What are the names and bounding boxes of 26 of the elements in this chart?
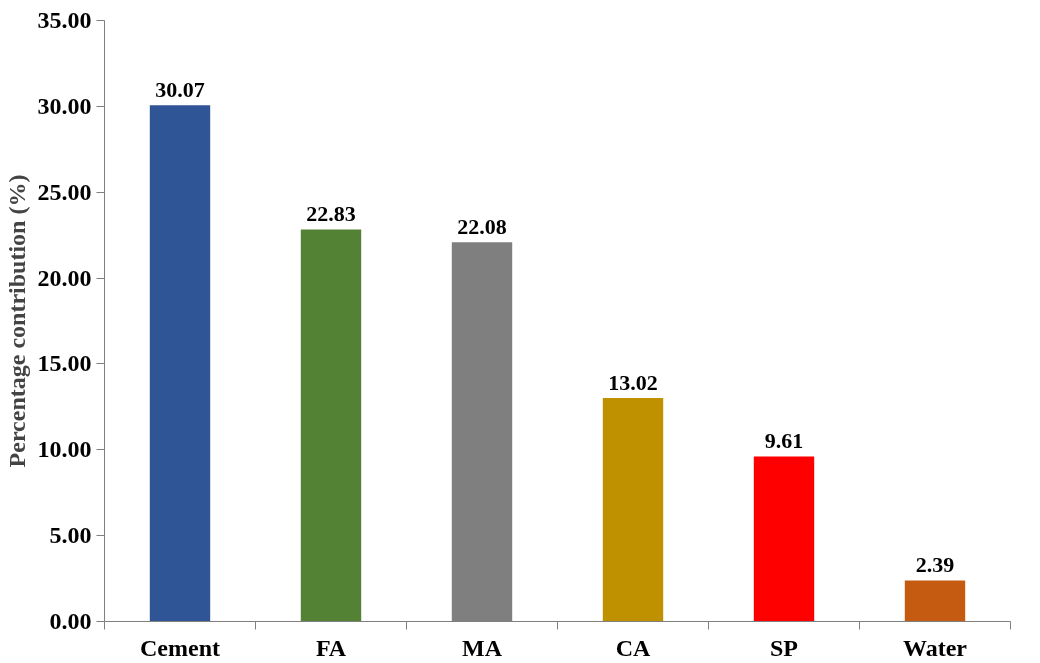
x-tick-label: Water: [903, 634, 968, 661]
y-tick-label: 15.00: [37, 350, 92, 377]
y-tick-label: 20.00: [37, 264, 92, 291]
data-label: 30.07: [155, 77, 205, 103]
data-label: 22.08: [457, 214, 507, 240]
bar: [602, 397, 664, 622]
bar: [149, 105, 211, 622]
bar: [904, 580, 966, 622]
y-tick-label: 25.00: [37, 178, 92, 205]
data-label: 22.83: [306, 201, 356, 227]
data-label: 13.02: [608, 369, 658, 395]
x-tick-label: Cement: [140, 634, 220, 661]
data-label: 9.61: [764, 428, 804, 454]
x-tick-label: SP: [770, 634, 799, 661]
y-tick-label: 35.00: [37, 7, 92, 33]
y-tick-label: 30.00: [37, 92, 92, 119]
y-tick-label: 5.00: [49, 522, 92, 549]
data-label: 2.39: [915, 552, 955, 578]
x-tick-label: CA: [615, 634, 651, 661]
bar: [300, 229, 362, 622]
y-tick-label: 10.00: [37, 436, 92, 463]
y-axis-title: Percentage contribution (%): [3, 174, 30, 468]
bar: [753, 456, 815, 622]
x-tick-label: MA: [462, 634, 503, 661]
y-tick-label: 0.00: [49, 608, 92, 634]
x-tick-label: FA: [315, 634, 347, 661]
